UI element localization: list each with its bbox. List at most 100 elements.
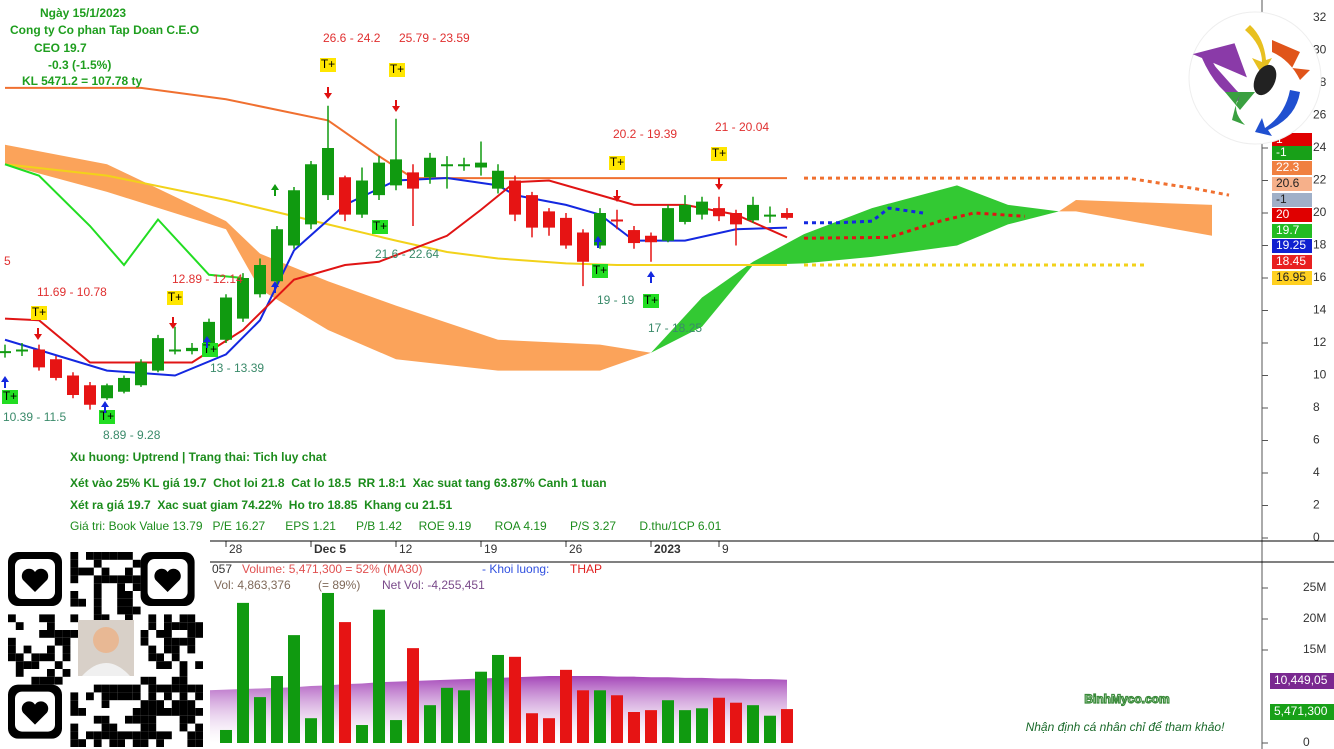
qr-module bbox=[179, 700, 188, 708]
qr-module bbox=[93, 684, 102, 693]
volume-tick-label: 15M bbox=[1303, 642, 1326, 656]
logo bbox=[1188, 11, 1322, 145]
qr-module bbox=[195, 630, 203, 638]
qr-module bbox=[156, 653, 164, 662]
qr-module bbox=[70, 723, 79, 732]
qr-module bbox=[140, 637, 149, 646]
volume-bar bbox=[730, 702, 742, 743]
qr-module bbox=[125, 614, 133, 623]
qr-module bbox=[70, 552, 79, 560]
price-tag-label: 16.95 bbox=[1276, 270, 1306, 284]
qr-module bbox=[125, 575, 133, 584]
candle-body bbox=[475, 162, 487, 168]
qr-module bbox=[47, 614, 55, 623]
qr-module bbox=[148, 676, 157, 685]
qr-module bbox=[101, 567, 110, 576]
volume-tick-label: 20M bbox=[1303, 611, 1326, 625]
signal-box bbox=[167, 291, 183, 305]
qr-module bbox=[179, 692, 188, 701]
qr-module bbox=[140, 630, 149, 638]
qr-module bbox=[70, 575, 79, 584]
qr-module bbox=[179, 708, 188, 716]
annotation: 10.39 - 11.5 bbox=[3, 410, 66, 424]
buy-arrow bbox=[647, 271, 655, 283]
signal-box bbox=[372, 220, 388, 234]
qr-module bbox=[187, 630, 196, 638]
price-tag-label: 22.3 bbox=[1276, 160, 1300, 174]
candle-body bbox=[730, 213, 742, 225]
candle-body bbox=[679, 204, 691, 222]
y-tick-label: 8 bbox=[1313, 400, 1320, 414]
qr-module bbox=[93, 598, 102, 607]
qr-module bbox=[47, 630, 55, 638]
volume-info: THAP bbox=[570, 562, 602, 576]
qr-module bbox=[132, 606, 141, 615]
volume-bar bbox=[322, 592, 334, 743]
y-tick-label: 10 bbox=[1313, 368, 1327, 382]
date: Ngày 15/1/2023 bbox=[40, 6, 126, 20]
sell-arrow bbox=[324, 87, 332, 99]
volume-bar bbox=[696, 708, 708, 743]
company: Cong ty Co phan Tap Doan C.E.O bbox=[10, 23, 199, 37]
price-tag bbox=[1272, 177, 1312, 191]
volume-bar bbox=[254, 697, 266, 743]
y-tick-label: 0 bbox=[1313, 530, 1320, 544]
candle-body bbox=[84, 385, 96, 405]
sell-arrow bbox=[613, 190, 621, 202]
qr-module bbox=[125, 692, 133, 701]
qr-module bbox=[156, 684, 164, 693]
candle-body bbox=[356, 180, 368, 215]
qr-module bbox=[148, 684, 157, 693]
qr-module bbox=[93, 715, 102, 724]
qr-module bbox=[93, 731, 102, 740]
volume-bar bbox=[339, 622, 351, 743]
signal-label: T+ bbox=[390, 62, 404, 76]
volume-bar bbox=[645, 710, 657, 743]
qr-module bbox=[117, 684, 125, 693]
sell-arrow bbox=[715, 178, 723, 190]
volume-info: Vol: 4,863,376 bbox=[214, 578, 291, 592]
qr-module bbox=[93, 614, 102, 623]
qr-module bbox=[179, 661, 188, 669]
qr-module bbox=[132, 715, 141, 724]
volume-bar bbox=[713, 697, 725, 743]
signal-label: T+ bbox=[593, 263, 607, 277]
qr-module bbox=[70, 591, 79, 599]
qr-module bbox=[140, 731, 149, 740]
qr-module bbox=[101, 552, 110, 560]
qr-module bbox=[164, 614, 172, 623]
qr-module bbox=[117, 739, 125, 747]
cloud-segment bbox=[396, 305, 498, 371]
qr-module bbox=[31, 653, 40, 662]
indicator-line bbox=[4, 163, 244, 279]
qr-module bbox=[195, 739, 203, 747]
volume-bar bbox=[577, 690, 589, 743]
volume-bar bbox=[356, 725, 368, 743]
qr-module bbox=[86, 731, 94, 740]
candle-body bbox=[407, 172, 419, 189]
y-tick-label: 14 bbox=[1313, 303, 1327, 317]
qr-module bbox=[195, 684, 203, 693]
qr-module bbox=[117, 692, 125, 701]
qr-module bbox=[62, 637, 71, 646]
qr-module bbox=[31, 661, 40, 669]
qr-photo-face bbox=[93, 627, 119, 653]
qr-module bbox=[31, 676, 40, 685]
candle-body bbox=[135, 362, 147, 386]
qr-module bbox=[8, 637, 16, 646]
qr-module bbox=[164, 708, 172, 716]
volume-bar bbox=[492, 654, 504, 743]
qr-module bbox=[15, 653, 24, 662]
candle-body bbox=[594, 213, 606, 246]
volume-bar bbox=[679, 710, 691, 743]
qr-module bbox=[132, 708, 141, 716]
qr-module bbox=[125, 552, 133, 560]
candle-body bbox=[458, 164, 470, 167]
qr-module bbox=[62, 630, 71, 638]
qr-module bbox=[54, 661, 63, 669]
qr-heart bbox=[21, 568, 49, 592]
price-tag bbox=[1272, 271, 1312, 285]
qr-module bbox=[70, 559, 79, 568]
qr-module bbox=[109, 731, 118, 740]
